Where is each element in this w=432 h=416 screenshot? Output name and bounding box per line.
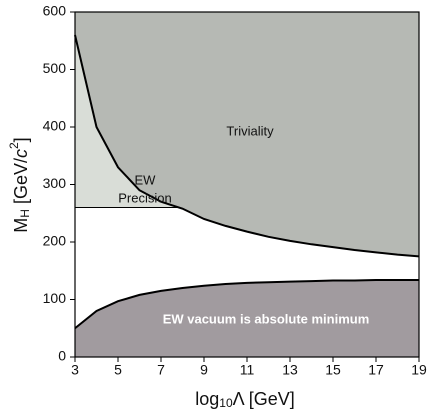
y-axis-label: MH [GeV/c2] — [7, 137, 32, 232]
y-label-part: H — [18, 209, 32, 218]
y-tick-label: 500 — [43, 60, 67, 76]
y-tick-label: 200 — [43, 233, 67, 249]
x-tick-label: 3 — [71, 362, 79, 378]
x-tick-label: 9 — [200, 362, 208, 378]
x-label-part: Λ [GeV] — [233, 389, 295, 409]
y-label-part: [GeV/ — [11, 158, 31, 209]
x-tick-label: 7 — [157, 362, 165, 378]
region-label: Triviality — [226, 123, 274, 138]
region-label: EW — [135, 172, 157, 187]
line — [74, 34, 420, 258]
x-tick-label: 11 — [240, 362, 255, 378]
x-tick-label: 5 — [114, 362, 122, 378]
y-tick-label: 100 — [43, 290, 67, 306]
x-label-part: log — [195, 389, 219, 409]
plot-area — [74, 12, 420, 357]
y-label-part: ] — [11, 137, 31, 142]
y-tick-label: 0 — [58, 348, 66, 364]
y-label-part: 2 — [7, 142, 21, 149]
ew-precision-area — [75, 35, 179, 208]
x-tick-label: 15 — [325, 362, 341, 378]
y-label-part: M — [11, 218, 31, 233]
line — [74, 278, 419, 330]
area — [75, 12, 419, 257]
y-tick-label: 400 — [43, 118, 67, 134]
y-tick-label: 300 — [43, 175, 67, 191]
region-label: Precision — [118, 190, 171, 205]
x-tick-label: 17 — [368, 362, 384, 378]
x-tick-label: 13 — [282, 362, 298, 378]
x-label-part: 10 — [219, 396, 233, 410]
area — [75, 279, 419, 357]
y-label-part: c — [11, 149, 31, 158]
x-tick-label: 19 — [411, 362, 427, 378]
region-label: EW vacuum is absolute minimum — [163, 311, 370, 326]
y-tick-label: 600 — [43, 3, 67, 19]
x-axis-label: log10Λ [GeV] — [195, 389, 294, 410]
